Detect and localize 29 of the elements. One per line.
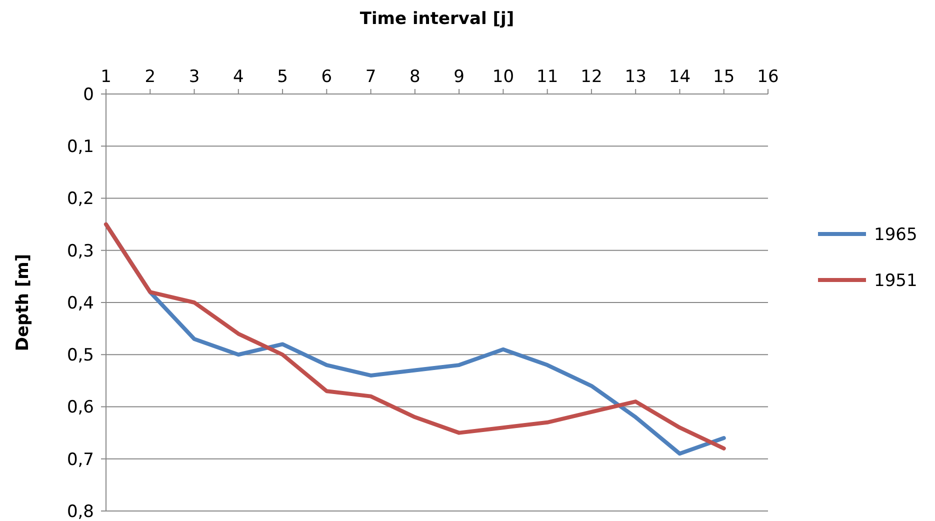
y-axis-title: Depth [m] <box>13 254 33 352</box>
x-tick-label: 13 <box>624 67 646 87</box>
x-tick-label: 6 <box>321 67 332 87</box>
y-tick-label: 0,5 <box>66 346 94 366</box>
y-tick-label: 0,2 <box>66 189 94 210</box>
x-tick-label: 4 <box>232 67 244 87</box>
y-tick-label: 0,3 <box>66 241 94 262</box>
x-tick-label: 5 <box>277 67 288 87</box>
y-tick-label: 0 <box>83 84 94 105</box>
x-tick-label: 3 <box>188 67 200 87</box>
x-tick-label: 1 <box>100 67 112 87</box>
x-tick-label: 15 <box>713 67 735 87</box>
y-tick-label: 0,6 <box>66 398 94 418</box>
x-tick-label: 12 <box>580 67 602 87</box>
x-axis-title: Time interval [j] <box>360 9 514 29</box>
x-tick-label: 9 <box>454 67 464 87</box>
x-tick-label: 11 <box>536 67 558 87</box>
y-tick-label: 0,4 <box>66 293 94 314</box>
x-tick-label: 10 <box>492 67 514 87</box>
x-tick-label: 16 <box>757 67 779 87</box>
y-tick-label: 0,1 <box>66 137 94 158</box>
y-tick-label: 0,7 <box>66 450 94 470</box>
x-tick-label: 8 <box>410 67 420 87</box>
x-tick-label: 2 <box>144 67 156 87</box>
legend-label: 1965 <box>874 224 918 245</box>
y-tick-label: 0,8 <box>66 502 94 521</box>
x-tick-label: 14 <box>668 67 691 87</box>
x-tick-label: 7 <box>365 67 376 87</box>
legend-label: 1951 <box>874 270 918 291</box>
